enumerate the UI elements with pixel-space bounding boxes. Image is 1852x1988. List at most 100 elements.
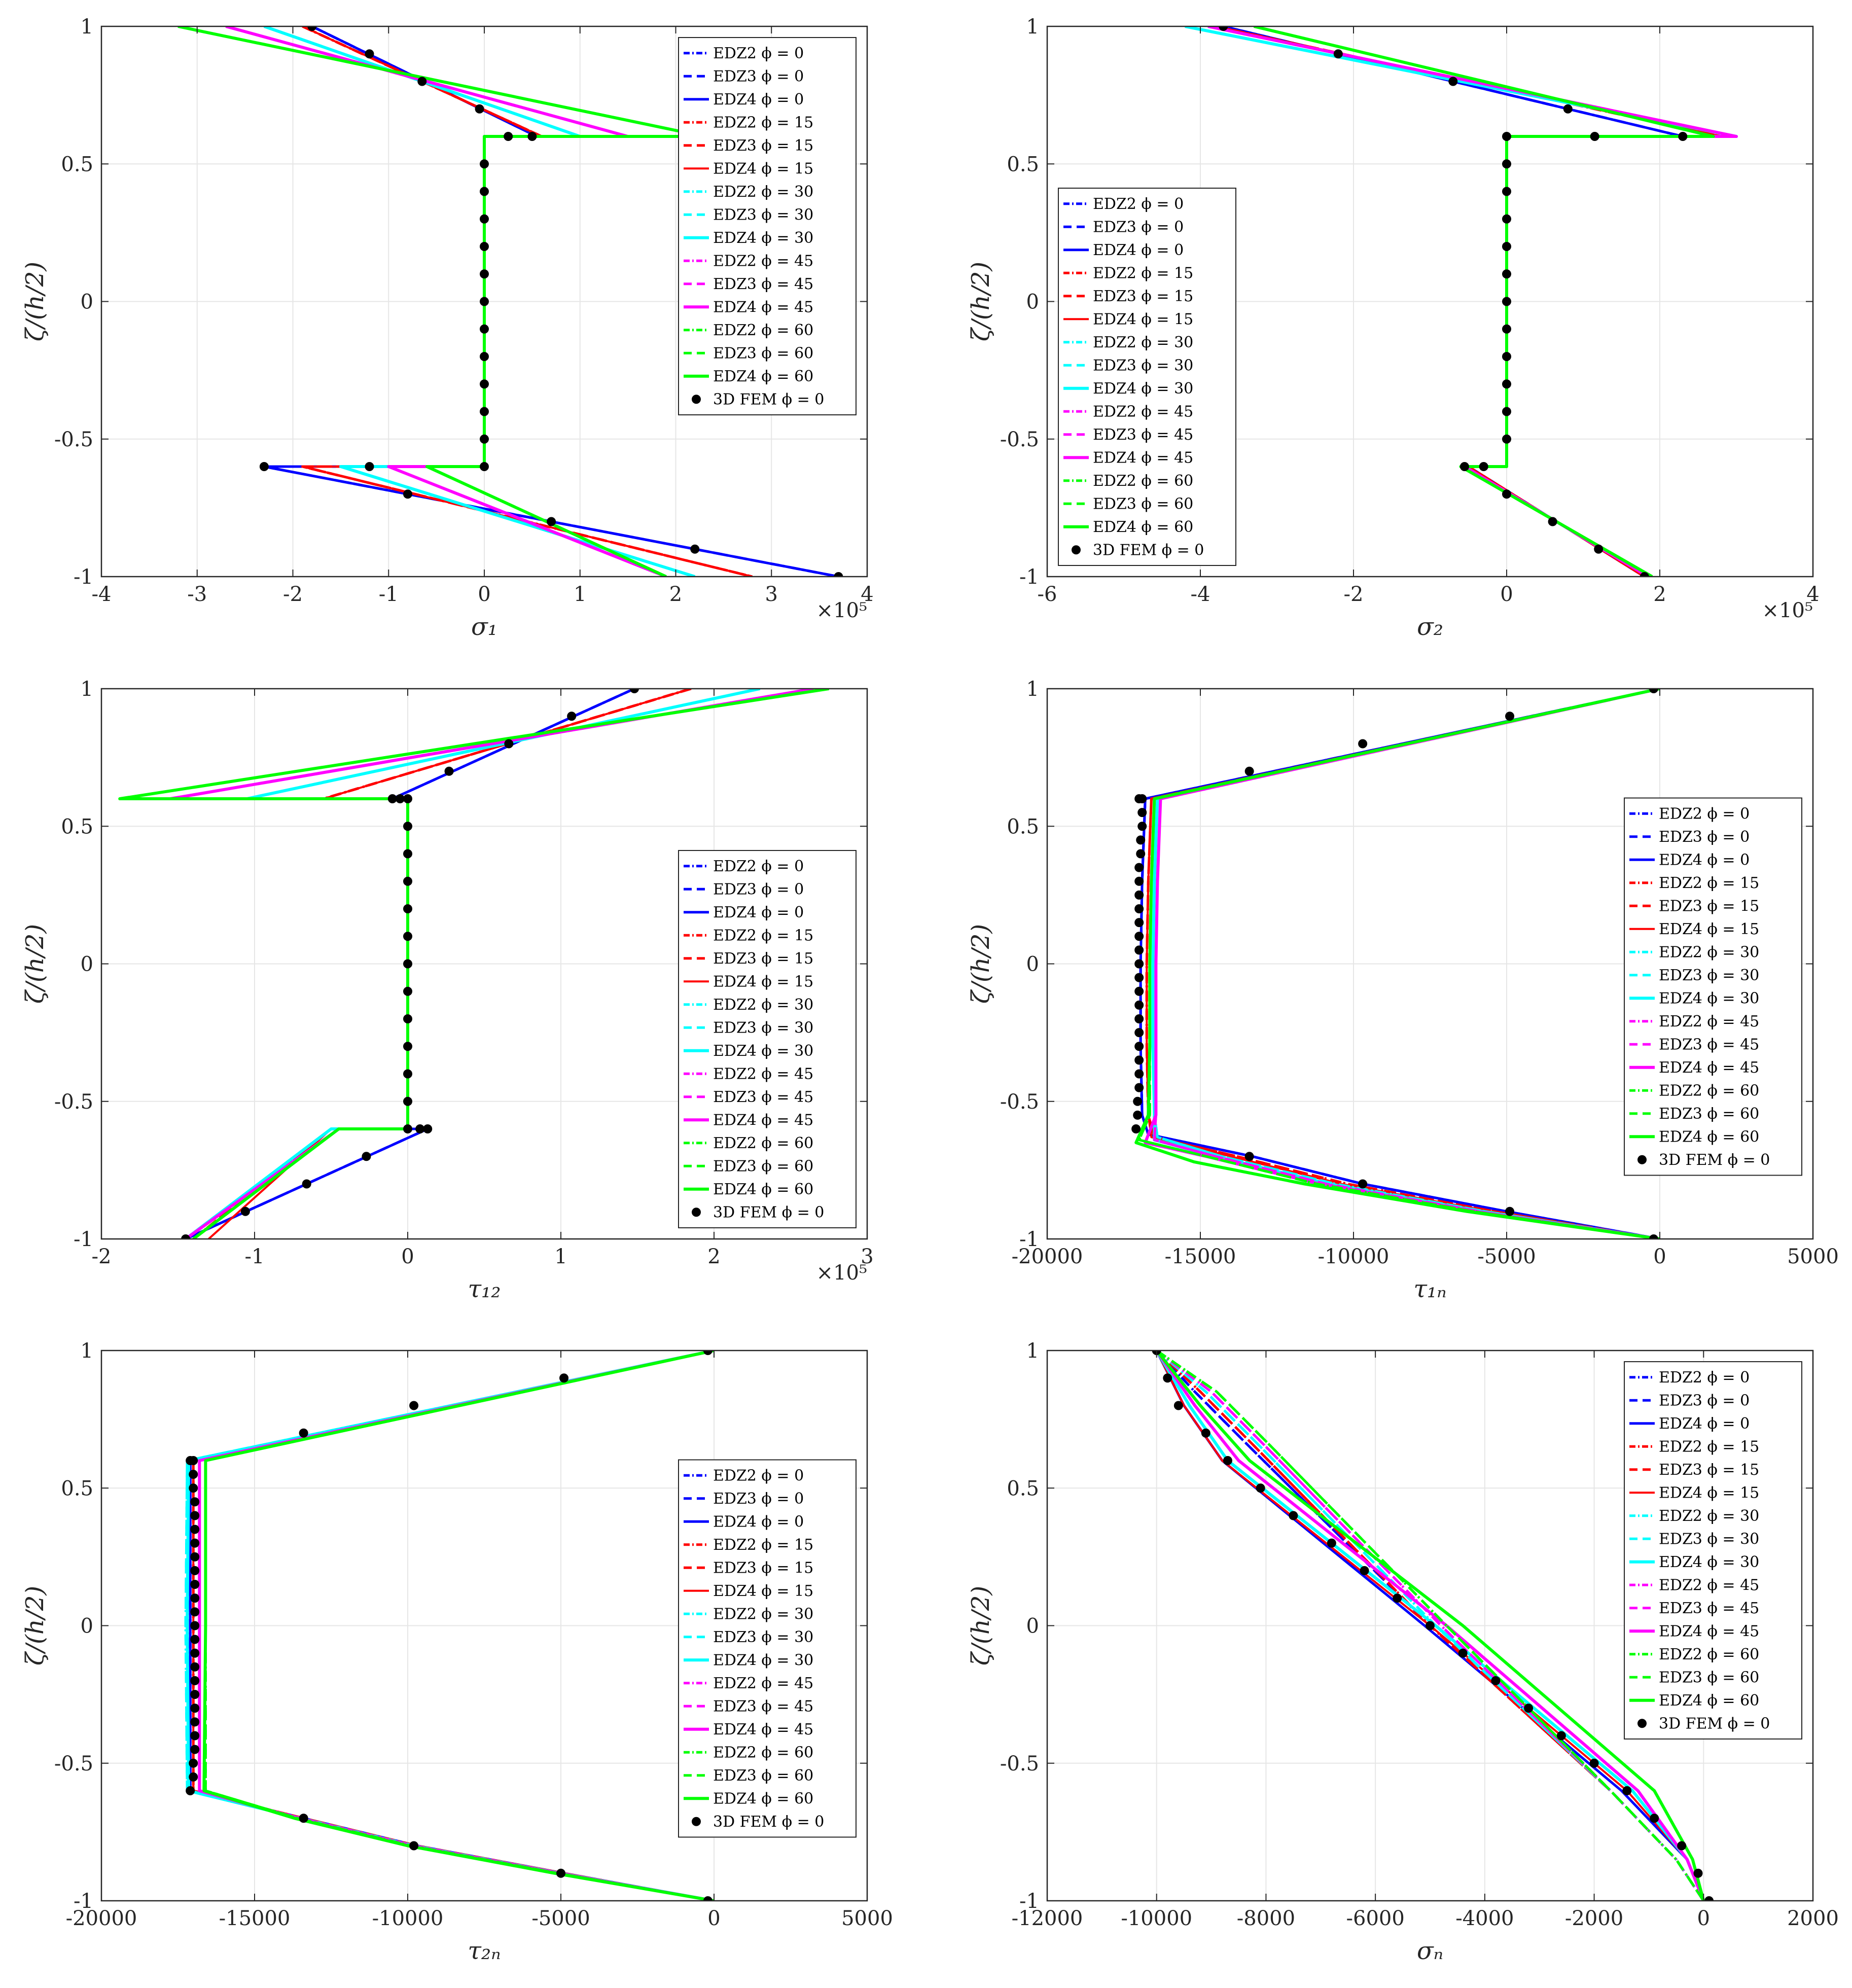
- fem-point: [403, 1014, 412, 1023]
- fem-point: [504, 132, 513, 141]
- fem-point: [415, 1124, 425, 1133]
- y-tick-label: 0: [81, 1615, 93, 1638]
- fem-point: [1223, 1456, 1232, 1465]
- series-group: [184, 1351, 715, 1901]
- fem-point: [559, 1373, 569, 1383]
- legend-entry: EDZ4 ϕ = 0: [713, 91, 804, 109]
- x-tick-label: 1: [554, 1245, 567, 1268]
- x-tick-label: 0: [478, 583, 490, 606]
- series-group: [118, 689, 829, 1239]
- fem-point: [1333, 49, 1343, 59]
- legend-entry: EDZ4 ϕ = 45: [1659, 1059, 1759, 1077]
- fem-point: [480, 407, 489, 416]
- y-axis-label: ζ/(h/2): [21, 924, 49, 1004]
- legend-entry: EDZ2 ϕ = 45: [1659, 1576, 1759, 1594]
- fem-point: [1502, 132, 1511, 141]
- fem-point: [1589, 1758, 1599, 1768]
- x-tick-label: -10000: [1121, 1907, 1192, 1930]
- fem-point: [1678, 132, 1688, 141]
- x-tick-label: -2: [1344, 583, 1364, 606]
- x-tick-label: 2: [707, 1245, 720, 1268]
- fem-point: [1502, 242, 1511, 251]
- legend-entry: EDZ2 ϕ = 45: [713, 1065, 813, 1083]
- legend-swatch: [692, 1208, 701, 1217]
- fem-point: [1136, 849, 1146, 859]
- series-line-12: [1155, 1351, 1705, 1901]
- fem-point: [1677, 1841, 1687, 1851]
- fem-point: [1133, 1110, 1143, 1120]
- legend-entry: EDZ2 ϕ = 60: [713, 322, 813, 339]
- fem-point: [1131, 1124, 1141, 1133]
- legend-entry: EDZ2 ϕ = 0: [1093, 195, 1184, 213]
- x-tick-label: -4000: [1455, 1907, 1514, 1930]
- fem-point: [1622, 1786, 1632, 1795]
- fem-point: [1327, 1538, 1336, 1548]
- x-tick-label: -1: [245, 1245, 265, 1268]
- legend-entry: EDZ3 ϕ = 0: [1093, 218, 1184, 236]
- y-tick-label: 0: [81, 291, 93, 314]
- legend-entry: EDZ3 ϕ = 0: [713, 67, 804, 85]
- fem-point: [240, 1206, 250, 1216]
- fem-point: [480, 352, 489, 361]
- legend-entry: 3D FEM ϕ = 0: [1093, 541, 1204, 559]
- legend-entry: EDZ2 ϕ = 60: [1659, 1082, 1759, 1099]
- legend-entry: EDZ3 ϕ = 0: [1659, 1392, 1750, 1409]
- legend-entry: 3D FEM ϕ = 0: [1659, 1715, 1770, 1732]
- fem-point: [1134, 973, 1144, 982]
- x-axis-label: τ₂ₙ: [468, 1937, 501, 1965]
- x-tick-label: -5000: [531, 1907, 590, 1930]
- fem-point: [1134, 890, 1144, 900]
- x-tick-label: 0: [1653, 1245, 1666, 1268]
- legend-entry: EDZ2 ϕ = 30: [713, 1605, 813, 1623]
- x-tick-label: -1: [379, 583, 399, 606]
- x-tick-label: 3: [765, 583, 778, 606]
- y-tick-label: -0.5: [1000, 428, 1039, 451]
- x-exponent-label: ×10⁵: [816, 599, 867, 622]
- fem-point: [403, 489, 412, 499]
- legend-entry: EDZ3 ϕ = 15: [1093, 288, 1193, 305]
- legend-entry: EDZ2 ϕ = 15: [713, 1536, 813, 1554]
- fem-point: [1594, 544, 1604, 554]
- legend: EDZ2 ϕ = 0 EDZ3 ϕ = 0 EDZ4 ϕ = 0 EDZ2 ϕ = 1…: [1624, 1361, 1802, 1740]
- legend-entry: EDZ3 ϕ = 60: [1093, 495, 1193, 513]
- fem-point: [1134, 1055, 1144, 1065]
- fem-point: [1556, 1731, 1566, 1741]
- y-tick-label: -1: [74, 1228, 93, 1251]
- x-tick-label: -6000: [1346, 1907, 1404, 1930]
- x-tick-label: 0: [707, 1907, 720, 1930]
- fem-point: [190, 1648, 200, 1658]
- fem-point: [1134, 1028, 1144, 1038]
- fem-point: [1650, 1814, 1659, 1823]
- y-axis-label: ζ/(h/2): [967, 262, 995, 341]
- legend-entry: EDZ4 ϕ = 60: [713, 368, 813, 385]
- legend-entry: EDZ4 ϕ = 0: [1659, 851, 1750, 869]
- legend-entry: EDZ3 ϕ = 15: [713, 1559, 813, 1577]
- fem-point: [1502, 434, 1511, 444]
- fem-point: [259, 462, 269, 471]
- legend-entry: EDZ4 ϕ = 60: [1659, 1128, 1759, 1146]
- legend-entry: EDZ3 ϕ = 30: [713, 1628, 813, 1646]
- fem-point: [1502, 324, 1511, 334]
- fem-point: [1244, 766, 1254, 776]
- legend-entry: EDZ3 ϕ = 30: [1659, 1530, 1759, 1548]
- fem-point: [395, 794, 405, 803]
- fem-point: [299, 1428, 308, 1438]
- y-tick-label: 0: [1026, 291, 1039, 314]
- legend-entry: EDZ3 ϕ = 30: [713, 206, 813, 224]
- fem-point: [1134, 1014, 1144, 1023]
- x-tick-label: 2: [1653, 583, 1666, 606]
- fem-point: [403, 1042, 412, 1051]
- legend-entry: EDZ3 ϕ = 0: [1659, 828, 1750, 846]
- fem-point: [189, 1470, 198, 1479]
- fem-point: [1590, 132, 1599, 141]
- x-tick-label: -3: [187, 583, 207, 606]
- x-tick-label: -2: [283, 583, 303, 606]
- legend-entry: EDZ4 ϕ = 45: [1659, 1622, 1759, 1640]
- fem-point: [190, 1552, 200, 1561]
- fem-point: [1134, 794, 1144, 803]
- y-tick-label: 0.5: [1007, 815, 1039, 838]
- x-tick-label: 4: [861, 583, 873, 606]
- y-axis-label: ζ/(h/2): [967, 924, 995, 1004]
- legend-entry: EDZ3 ϕ = 45: [1093, 426, 1193, 444]
